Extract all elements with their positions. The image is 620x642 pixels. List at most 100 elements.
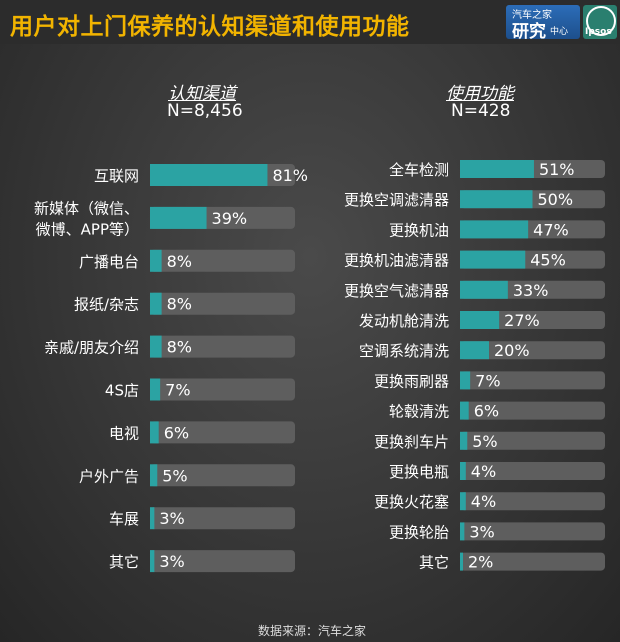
channel-bar-track [150, 378, 295, 401]
autohome-research-logo: 汽车之家 研究 中心 [506, 5, 580, 42]
channel-bar [150, 550, 155, 573]
function-value-label: 27% [504, 311, 540, 330]
data-source-note: 数据来源：汽车之家 [258, 624, 367, 638]
function-value-label: 5% [472, 432, 497, 451]
function-bar [460, 462, 466, 480]
channel-value-label: 8% [167, 252, 192, 271]
function-bar-track [460, 341, 605, 360]
channel-bar [150, 335, 162, 358]
function-category-label: 更换机油 [389, 221, 449, 239]
function-category-label: 更换刹车片 [374, 433, 449, 451]
channel-bar [150, 378, 161, 401]
function-category-label: 更换雨刷器 [374, 372, 449, 390]
function-category-label: 更换空调滤清器 [344, 191, 449, 209]
function-category-label: 其它 [419, 554, 449, 572]
function-bar-track [460, 552, 605, 571]
function-category-label: 更换电瓶 [389, 463, 449, 481]
channel-value-label: 6% [164, 423, 189, 442]
left-chart-title: 认知渠道 [168, 84, 236, 104]
channel-bar-track [150, 550, 295, 573]
function-value-label: 4% [471, 462, 496, 481]
function-bar [460, 250, 526, 269]
channel-bar [150, 421, 159, 444]
ipsos-logo-text: Ipsos [585, 27, 612, 37]
function-category-label: 更换轮胎 [389, 523, 449, 541]
function-bar [460, 341, 489, 360]
function-value-label: 6% [474, 402, 499, 421]
channel-value-label: 81% [272, 166, 308, 185]
channel-bar-track [150, 421, 295, 444]
function-value-label: 7% [475, 371, 500, 390]
channel-value-label: 8% [167, 338, 192, 357]
function-category-label: 空调系统清洗 [359, 342, 449, 360]
function-bar [460, 401, 469, 420]
channel-category-label: 报纸/杂志 [74, 296, 139, 314]
channel-value-label: 3% [159, 509, 184, 528]
channel-value-label: 5% [162, 466, 187, 485]
channel-bar-track [150, 249, 295, 272]
function-value-label: 45% [530, 251, 566, 270]
channel-category-label: 4S店 [105, 382, 139, 400]
right-chart-sample-size: N=428 [451, 101, 511, 121]
channel-category-label: 广播电台 [79, 253, 139, 271]
function-value-label: 3% [469, 522, 494, 541]
function-category-label: 全车检测 [389, 161, 449, 179]
function-bar [460, 552, 463, 571]
right-chart-title: 使用功能 [446, 84, 514, 104]
function-value-label: 51% [539, 160, 575, 179]
channel-value-label: 39% [212, 209, 248, 228]
function-bar [460, 280, 508, 299]
function-bar-track [460, 431, 605, 450]
function-bar [460, 160, 534, 178]
channel-value-label: 8% [167, 295, 192, 314]
function-bar [460, 431, 468, 450]
function-value-label: 33% [513, 281, 549, 300]
channel-category-label: 微博、APP等） [36, 220, 139, 238]
channel-bar-track [150, 292, 295, 315]
channel-bar [150, 249, 162, 272]
channel-bar-track [150, 464, 295, 487]
function-bar [460, 220, 529, 239]
channel-category-label: 车展 [109, 510, 139, 528]
function-category-label: 发动机舱清洗 [359, 312, 449, 330]
ipsos-logo-ring [586, 6, 616, 36]
function-bar-track [460, 371, 605, 390]
channel-category-label: 亲戚/朋友介绍 [44, 339, 139, 357]
ipsos-logo: Ipsos [583, 5, 617, 39]
function-category-label: 更换火花塞 [374, 493, 449, 511]
channel-category-label: 户外广告 [79, 467, 139, 485]
function-value-label: 47% [533, 220, 569, 239]
function-category-label: 更换机油滤清器 [344, 252, 449, 270]
channel-category-label: 其它 [109, 553, 139, 571]
channel-bar-track [150, 507, 295, 530]
function-value-label: 4% [471, 492, 496, 511]
logo-autohome-top-text: 汽车之家 [512, 10, 552, 21]
channel-bar-track [150, 335, 295, 358]
channel-bar [150, 464, 158, 487]
channel-category-label: 电视 [109, 424, 139, 442]
page-title: 用户对上门保养的认知渠道和使用功能 [10, 14, 410, 40]
left-chart-sample-size: N=8,456 [167, 101, 243, 121]
channel-value-label: 3% [159, 552, 184, 571]
function-bar-track [460, 492, 605, 511]
function-category-label: 更换空气滤清器 [344, 282, 449, 300]
function-bar-track [460, 401, 605, 420]
channel-category-label: 新媒体（微信、 [34, 199, 139, 217]
function-category-label: 轮毂清洗 [389, 403, 449, 421]
function-value-label: 20% [494, 341, 530, 360]
function-value-label: 2% [468, 553, 493, 572]
channel-category-label: 互联网 [94, 167, 139, 185]
channel-bar [150, 206, 207, 229]
function-bar [460, 190, 533, 209]
channel-value-label: 7% [165, 381, 190, 400]
function-bar [460, 371, 471, 390]
logo-autohome-main-text: 研究 [512, 22, 546, 42]
function-bar [460, 522, 465, 541]
function-bar [460, 311, 500, 329]
function-bar-track [460, 522, 605, 541]
channel-bar [150, 507, 155, 530]
channel-bar [150, 292, 162, 315]
channel-bar [150, 164, 268, 186]
function-bar-track [460, 462, 605, 480]
